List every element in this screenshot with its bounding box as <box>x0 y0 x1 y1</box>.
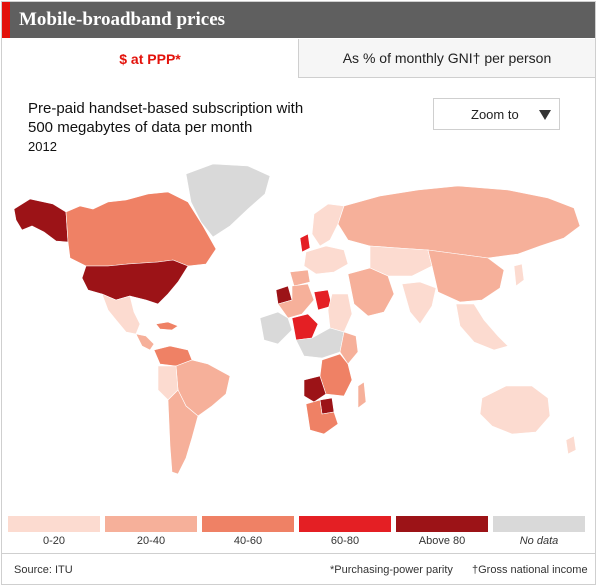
region-middle-east[interactable] <box>347 267 395 317</box>
legend-swatch-20-40 <box>105 516 197 532</box>
map-legend: 0-20 20-40 40-60 60-80 Above 80 No data <box>8 516 588 548</box>
legend-item: 60-80 <box>299 516 391 547</box>
region-central-america[interactable] <box>135 333 155 351</box>
title-bar: Mobile-broadband prices <box>2 2 595 38</box>
tab-gni-percent[interactable]: As % of monthly GNI† per person <box>299 39 595 78</box>
gni-footnote: †Gross national income <box>472 564 588 576</box>
chevron-down-icon <box>539 110 551 120</box>
region-egypt-sudan[interactable] <box>327 293 353 333</box>
source-note: Source: ITU <box>14 564 73 576</box>
ppp-footnote: *Purchasing-power parity <box>330 564 453 576</box>
legend-item: 20-40 <box>105 516 197 547</box>
region-southeast-asia[interactable] <box>455 303 509 351</box>
region-india[interactable] <box>401 281 437 325</box>
subtitle-line-1: Pre-paid handset-based subscription with <box>28 100 304 117</box>
region-west-africa[interactable] <box>259 311 293 345</box>
legend-item: 0-20 <box>8 516 100 547</box>
title-accent <box>2 2 10 38</box>
region-east-africa[interactable] <box>339 331 359 365</box>
legend-label: 60-80 <box>330 535 360 547</box>
zoom-dropdown[interactable]: Zoom to <box>433 98 560 130</box>
legend-swatch-above-80 <box>396 516 488 532</box>
legend-item: 40-60 <box>202 516 294 547</box>
region-central-asia[interactable] <box>369 245 433 277</box>
legend-label: No data <box>519 535 559 547</box>
map-subtitle: Pre-paid handset-based subscription with… <box>28 99 328 137</box>
region-uk-ireland[interactable] <box>299 233 311 253</box>
zoom-label: Zoom to <box>471 107 519 122</box>
region-north-africa[interactable] <box>277 283 315 319</box>
region-japan[interactable] <box>513 263 525 287</box>
region-alaska[interactable] <box>13 198 69 243</box>
region-usa[interactable] <box>81 259 189 305</box>
legend-label: 40-60 <box>233 535 263 547</box>
map-year: 2012 <box>28 139 57 154</box>
subtitle-line-2: 500 megabytes of data per month <box>28 119 253 136</box>
legend-swatch-no-data <box>493 516 585 532</box>
region-madagascar[interactable] <box>357 381 367 409</box>
region-greenland[interactable] <box>185 163 271 238</box>
region-new-zealand[interactable] <box>565 435 577 455</box>
region-western-europe[interactable] <box>303 245 349 275</box>
legend-swatch-60-80 <box>299 516 391 532</box>
region-caribbean[interactable] <box>155 321 179 331</box>
region-iberia[interactable] <box>289 269 311 287</box>
legend-label: Above 80 <box>418 535 466 547</box>
region-china[interactable] <box>427 249 505 303</box>
legend-label: 20-40 <box>136 535 166 547</box>
region-sahel[interactable] <box>291 313 319 341</box>
legend-item: No data <box>493 516 585 547</box>
region-argentina-chile[interactable] <box>167 389 199 475</box>
footer-divider <box>2 553 595 554</box>
legend-item: Above 80 <box>396 516 488 547</box>
world-map <box>13 163 581 475</box>
region-scandinavia[interactable] <box>311 203 345 247</box>
region-australia[interactable] <box>479 385 551 435</box>
legend-label: 0-20 <box>42 535 66 547</box>
region-south-africa[interactable] <box>305 399 339 435</box>
region-zambia-mozambique[interactable] <box>319 353 353 397</box>
tab-ppp[interactable]: $ at PPP* <box>2 39 299 78</box>
legend-swatch-40-60 <box>202 516 294 532</box>
chart-title: Mobile-broadband prices <box>19 9 226 30</box>
region-angola[interactable] <box>303 375 327 403</box>
region-mexico[interactable] <box>101 293 141 335</box>
region-botswana[interactable] <box>319 397 335 415</box>
legend-swatch-0-20 <box>8 516 100 532</box>
